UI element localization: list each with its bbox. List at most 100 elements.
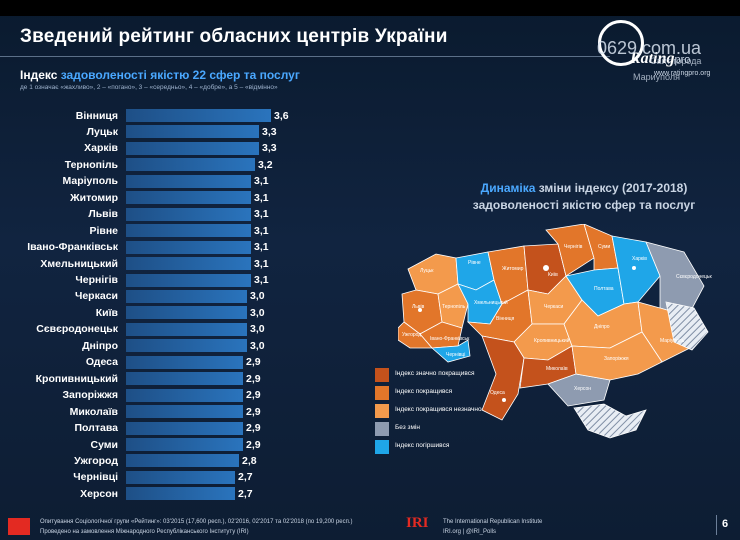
value-label: 2,7 [238,487,253,500]
map-city-label: Херсон [574,386,591,392]
footer-source-line1: Опитування Соціологічної групи «Рейтинг»… [40,519,353,525]
map-region-odesa [481,335,525,421]
value-label: 2,8 [242,454,257,467]
map-city-label: Львів [412,304,425,310]
legend-label: Індекс погіршився [395,442,450,449]
bar [126,438,243,451]
category-label: Черкаси [74,290,118,303]
map-title-prefix: Динаміка [480,181,536,195]
value-label: 3,6 [274,109,289,122]
value-label: 2,9 [246,356,261,369]
value-label: 3,3 [262,142,277,155]
category-label: Херсон [80,487,118,500]
map-region-kherson [547,373,611,407]
map-city-label: Суми [598,244,610,250]
bar [126,372,243,386]
rating-group-logo-icon [8,518,30,535]
value-label: 3,1 [254,224,269,237]
value-label: 2,9 [246,438,261,451]
map-city-label: Рівне [468,260,481,266]
value-label: 3,1 [254,208,269,221]
map-city-label: Хмельницький [474,299,508,306]
legend-label: Індекс значно покращився [395,370,475,377]
map-marker-odesa [502,398,506,402]
value-label: 3,2 [258,158,273,171]
bar [126,207,251,221]
category-label: Житомир [70,191,118,204]
map-city-label: Дніпро [594,324,610,330]
map-region-zaporizhzhia [571,331,663,381]
map-city-label: Маріуполь [660,338,685,344]
map-region-crimea [573,403,647,439]
bar [126,322,247,336]
slide-title: Зведений рейтинг обласних центрів Україн… [20,26,448,47]
map-city-label: Полтава [594,286,614,292]
map-city-label: Тернопіль [442,304,466,310]
map-city-label: Івано-Франківськ [430,336,470,342]
legend-swatch [375,368,389,382]
subtitle-prefix: Індекс [20,68,58,82]
map-title: Динаміка зміни індексу (2017-2018) задов… [449,180,719,214]
map-city-label: Вінниця [496,316,515,322]
bar [126,141,259,155]
category-label: Полтава [74,422,118,435]
bar [126,388,243,402]
legend-item: Індекс покращився [375,386,575,400]
category-label: Київ [95,306,118,319]
value-label: 3,0 [250,323,265,336]
watermark-city-line1: Сайт города [650,56,702,66]
value-label: 3,1 [254,175,269,188]
category-label: Хмельницький [40,257,118,270]
logo-url: www.ratingpro.org [654,70,711,77]
category-label: Суми [90,438,118,451]
value-label: 3,1 [254,241,269,254]
map-title-highlight: зміни індексу (2017-2018) [538,181,688,195]
value-label: 3,0 [250,306,265,319]
map-city-label: Житомир [502,266,524,272]
iri-name: The International Republican Institute [443,519,543,525]
bar [126,224,251,238]
value-label: 2,9 [246,422,261,435]
slide-footer: Опитування Соціологічної групи «Рейтинг»… [0,505,740,540]
category-label: Дніпро [82,339,118,352]
map-city-label: Харків [632,256,647,262]
map-title-line2: задоволеності якістю сфер та послуг [472,198,696,212]
category-label: Харків [84,142,118,155]
map-city-label: Сєвєродонецьк [676,274,713,280]
bar [126,257,251,271]
map-city-label: Запоріжжя [604,356,629,362]
legend-label: Індекс покращився [395,388,453,395]
iri-logo: IRI [406,515,429,531]
bar [126,240,251,254]
logo-rating-text: Ratingpro [630,50,691,67]
subtitle-highlight: задоволеності якістю 22 сфер та послуг [60,68,300,82]
bar [126,487,235,501]
bar [126,125,259,139]
bar [126,158,255,172]
legend-swatch [375,440,389,454]
map-city-label: Миколаїв [546,366,568,372]
category-label: Львів [88,208,118,221]
map-region-chernivtsi [431,339,471,363]
map-marker-kharkiv [632,266,636,270]
bar [126,355,243,369]
category-label: Чернівці [73,471,118,484]
bar [126,174,251,188]
iri-contacts: IRI.org | @IRI_Polls [443,529,496,535]
footer-source-line2: Проведено на замовлення Міжнародного Рес… [40,529,249,535]
category-label: Миколаїв [69,405,118,418]
bar [126,306,247,320]
ratingpro-logo: Ratingpro www.ratingpro.org [592,20,732,84]
value-label: 3,1 [254,191,269,204]
ukraine-map: Луцьк Рівне Львів Житомир Київ Чернігів Суми Ха… [398,224,713,439]
bar [126,470,235,484]
value-label: 3,1 [254,274,269,286]
bar [126,289,247,303]
value-label: 3,3 [262,125,277,138]
title-divider [0,56,610,57]
map-city-label: Кропивницький [534,337,570,344]
map-city-label: Чернігів [564,244,583,250]
page-number: 6 [722,518,729,530]
category-label: Кропивницький [35,372,118,385]
